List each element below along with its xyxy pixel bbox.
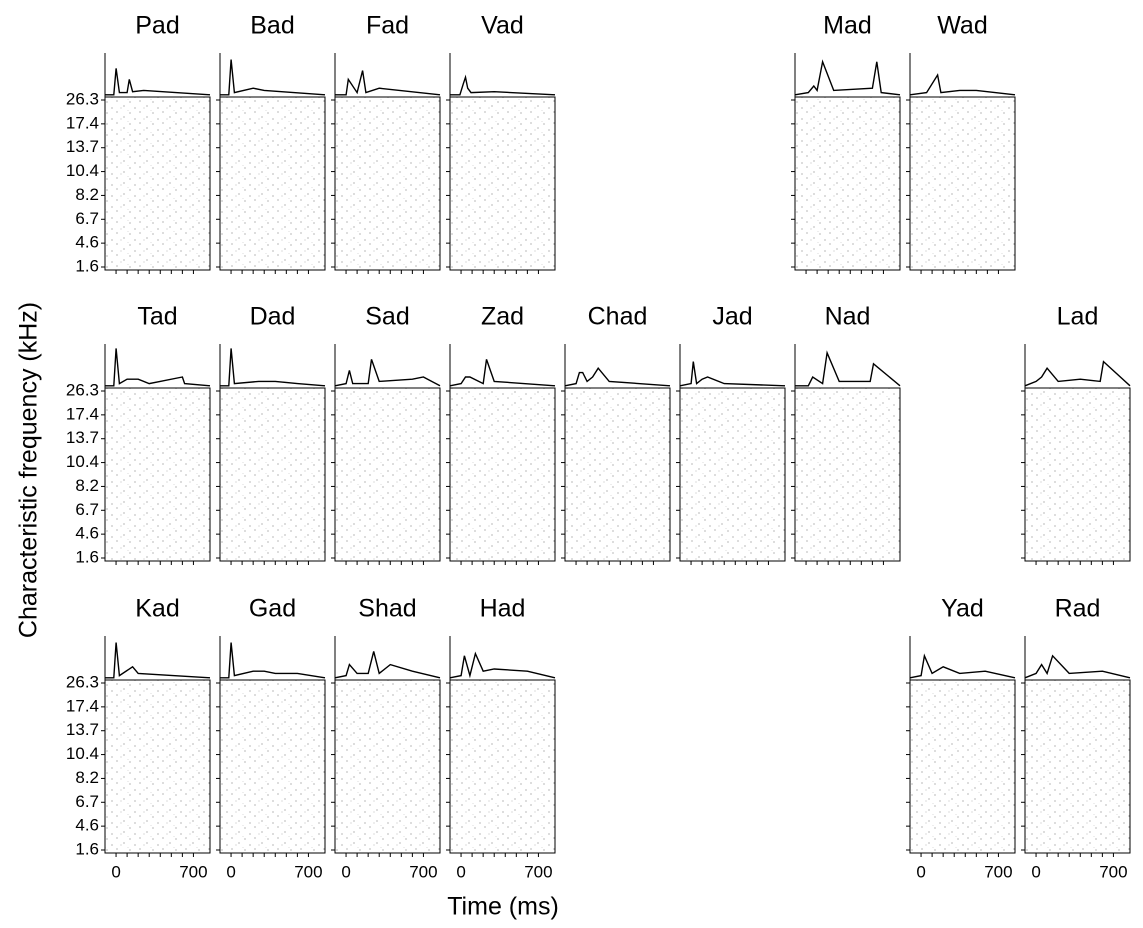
panel-title: Yad	[941, 595, 984, 623]
raster	[909, 96, 1016, 271]
y-tick-label: 17.4	[66, 696, 99, 715]
panel-title: Wad	[937, 12, 987, 40]
panel-title: Rad	[1055, 595, 1101, 623]
panel-title: Vad	[481, 12, 524, 40]
y-tick-label: 10.4	[66, 161, 99, 180]
psth-line	[449, 359, 556, 387]
y-tick-label: 13.7	[66, 720, 99, 739]
raster	[334, 96, 441, 271]
y-tick-label: 13.7	[66, 428, 99, 447]
y-tick-label: 4.6	[75, 816, 99, 835]
y-tick-label: 26.3	[66, 380, 99, 399]
psth-line	[449, 651, 556, 679]
panel-title: Nad	[825, 303, 871, 331]
raster	[219, 96, 326, 271]
y-tick-label: 4.6	[75, 233, 99, 252]
psth-line	[795, 350, 901, 387]
panel-title: Tad	[137, 303, 177, 331]
psth-line	[334, 359, 441, 387]
panel-title: Bad	[250, 12, 294, 40]
y-tick-label: 17.4	[66, 113, 99, 132]
x-axis-title: Time (ms)	[447, 893, 559, 921]
panel-title: Pad	[135, 12, 179, 40]
x-tick-label: 700	[294, 862, 322, 881]
raster	[449, 679, 556, 854]
x-tick-label: 700	[179, 862, 207, 881]
psth-line	[335, 70, 441, 96]
psth-line	[105, 68, 211, 96]
psth-line	[220, 642, 326, 679]
panel-title: Gad	[249, 595, 296, 623]
psth-line	[679, 361, 786, 387]
raster	[794, 96, 901, 271]
raster	[104, 679, 211, 854]
psth-line	[334, 651, 441, 679]
y-tick-label: 8.2	[75, 185, 99, 204]
x-tick-label: 0	[341, 862, 350, 881]
x-tick-label: 0	[456, 862, 465, 881]
y-tick-label: 8.2	[75, 768, 99, 787]
x-tick-label: 0	[916, 862, 925, 881]
psth-line	[105, 348, 211, 387]
y-tick-label: 8.2	[75, 476, 99, 495]
raster	[909, 679, 1016, 854]
y-tick-label: 6.7	[75, 500, 99, 519]
raster	[564, 387, 671, 562]
panel-title: Sad	[365, 303, 409, 331]
y-axis-title: Characteristic frequency (kHz)	[15, 302, 43, 638]
panel-title: Had	[480, 595, 526, 623]
raster	[104, 387, 211, 562]
psth-line	[909, 73, 1016, 96]
y-tick-label: 26.3	[66, 672, 99, 691]
y-tick-label: 17.4	[66, 404, 99, 423]
y-tick-label: 1.6	[75, 839, 99, 858]
x-tick-label: 700	[984, 862, 1012, 881]
panel-title: Dad	[250, 303, 296, 331]
raster	[679, 387, 786, 562]
raster	[794, 387, 901, 562]
x-tick-label: 700	[1099, 862, 1127, 881]
raster	[1024, 387, 1131, 562]
raster	[1024, 679, 1131, 854]
psth-line	[450, 74, 556, 96]
raster	[219, 387, 326, 562]
panel-title: Chad	[588, 303, 648, 331]
psth-line	[1024, 654, 1131, 679]
psth-line	[564, 367, 671, 387]
psth-line	[794, 59, 901, 96]
psth-line	[220, 59, 326, 96]
panel-title: Kad	[135, 595, 179, 623]
x-tick-label: 0	[1031, 862, 1040, 881]
y-tick-label: 10.4	[66, 452, 99, 471]
psth-line	[909, 653, 1016, 679]
raster	[219, 679, 326, 854]
y-tick-label: 4.6	[75, 524, 99, 543]
y-tick-label: 6.7	[75, 209, 99, 228]
raster	[334, 679, 441, 854]
x-tick-label: 700	[409, 862, 437, 881]
panel-title: Fad	[366, 12, 409, 40]
panel-title: Mad	[823, 12, 872, 40]
raster	[449, 96, 556, 271]
raster	[334, 387, 441, 562]
y-tick-label: 26.3	[66, 89, 99, 108]
panel-title: Shad	[358, 595, 416, 623]
raster	[104, 96, 211, 271]
y-tick-label: 13.7	[66, 137, 99, 156]
raster	[449, 387, 556, 562]
panel-title: Zad	[481, 303, 524, 331]
psth-line	[1024, 360, 1131, 387]
psth-line	[105, 642, 211, 679]
x-tick-label: 0	[111, 862, 120, 881]
y-tick-label: 10.4	[66, 744, 99, 763]
x-tick-label: 700	[524, 862, 552, 881]
x-tick-label: 0	[226, 862, 235, 881]
y-tick-label: 6.7	[75, 792, 99, 811]
y-tick-label: 1.6	[75, 547, 99, 566]
psth-line	[220, 348, 326, 387]
y-tick-label: 1.6	[75, 256, 99, 275]
panel-title: Lad	[1057, 303, 1099, 331]
panel-title: Jad	[712, 303, 752, 331]
